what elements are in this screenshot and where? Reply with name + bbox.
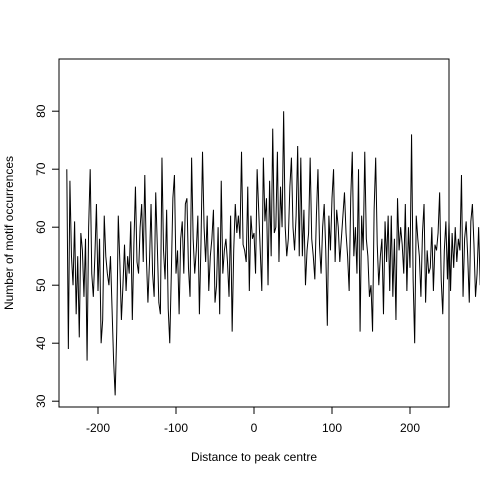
y-axis-title: Number of motif occurrences (2, 156, 16, 310)
y-tick-label: 60 (34, 220, 48, 234)
y-tick-label: 50 (34, 278, 48, 292)
y-tick-label: 80 (34, 104, 48, 118)
y-tick-label: 40 (34, 336, 48, 350)
series-layer (66, 111, 480, 396)
y-axis: 30 40 50 60 70 80 (34, 104, 60, 408)
x-tick-label: 100 (322, 421, 342, 435)
y-tick-label: 30 (34, 394, 48, 408)
x-axis-title: Distance to peak centre (191, 450, 317, 464)
x-tick-label: 200 (400, 421, 420, 435)
series-line (66, 111, 480, 396)
x-tick-label: 0 (251, 421, 258, 435)
x-tick-label: -200 (86, 421, 110, 435)
x-axis: -200 -100 0 100 200 (86, 406, 420, 435)
y-tick-label: 70 (34, 162, 48, 176)
x-tick-label: -100 (164, 421, 188, 435)
